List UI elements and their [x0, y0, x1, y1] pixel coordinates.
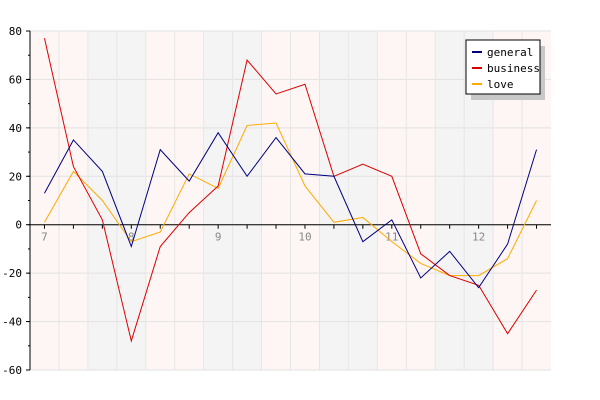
background-band	[406, 31, 436, 370]
background-band	[290, 31, 320, 370]
x-tick-label: 8	[128, 231, 135, 244]
legend-label-general: general	[487, 46, 533, 59]
background-bands	[30, 31, 551, 370]
x-axis-ticks: 7 8 9 10 11 12	[41, 224, 538, 244]
background-band	[435, 31, 465, 370]
background-band	[348, 31, 378, 370]
background-band	[203, 31, 233, 370]
x-tick-label: 12	[472, 231, 485, 244]
series-line-business	[43, 38, 537, 343]
legend-label-love: love	[487, 78, 514, 91]
y-tick-label: 40	[9, 122, 22, 135]
y-tick-label: 80	[9, 25, 22, 38]
legend: general business love	[465, 39, 545, 100]
background-band	[232, 31, 262, 370]
background-band	[319, 31, 349, 370]
x-tick-label: 9	[215, 231, 222, 244]
y-tick-label: -20	[2, 267, 22, 280]
background-band	[116, 31, 146, 370]
x-tick-label: 7	[41, 231, 48, 244]
x-tick-label: 10	[298, 231, 311, 244]
y-tick-label: 0	[15, 219, 22, 232]
y-tick-label: -60	[2, 364, 22, 377]
x-tick-label: 11	[385, 231, 398, 244]
background-band	[30, 31, 59, 370]
background-band	[377, 31, 407, 370]
y-tick-label: 60	[9, 73, 22, 86]
y-tick-label: -40	[2, 316, 22, 329]
legend-label-business: business	[487, 62, 540, 75]
y-axis-ticks: -60 -40 -20 0 20 40 60 80	[2, 25, 30, 377]
series-lines	[43, 38, 538, 343]
y-tick-label: 20	[9, 170, 22, 183]
grid-lines	[29, 30, 551, 371]
background-band	[145, 31, 175, 370]
background-band	[261, 31, 291, 370]
background-band	[58, 31, 88, 370]
background-band	[174, 31, 204, 370]
series-line-general	[44, 131, 538, 289]
